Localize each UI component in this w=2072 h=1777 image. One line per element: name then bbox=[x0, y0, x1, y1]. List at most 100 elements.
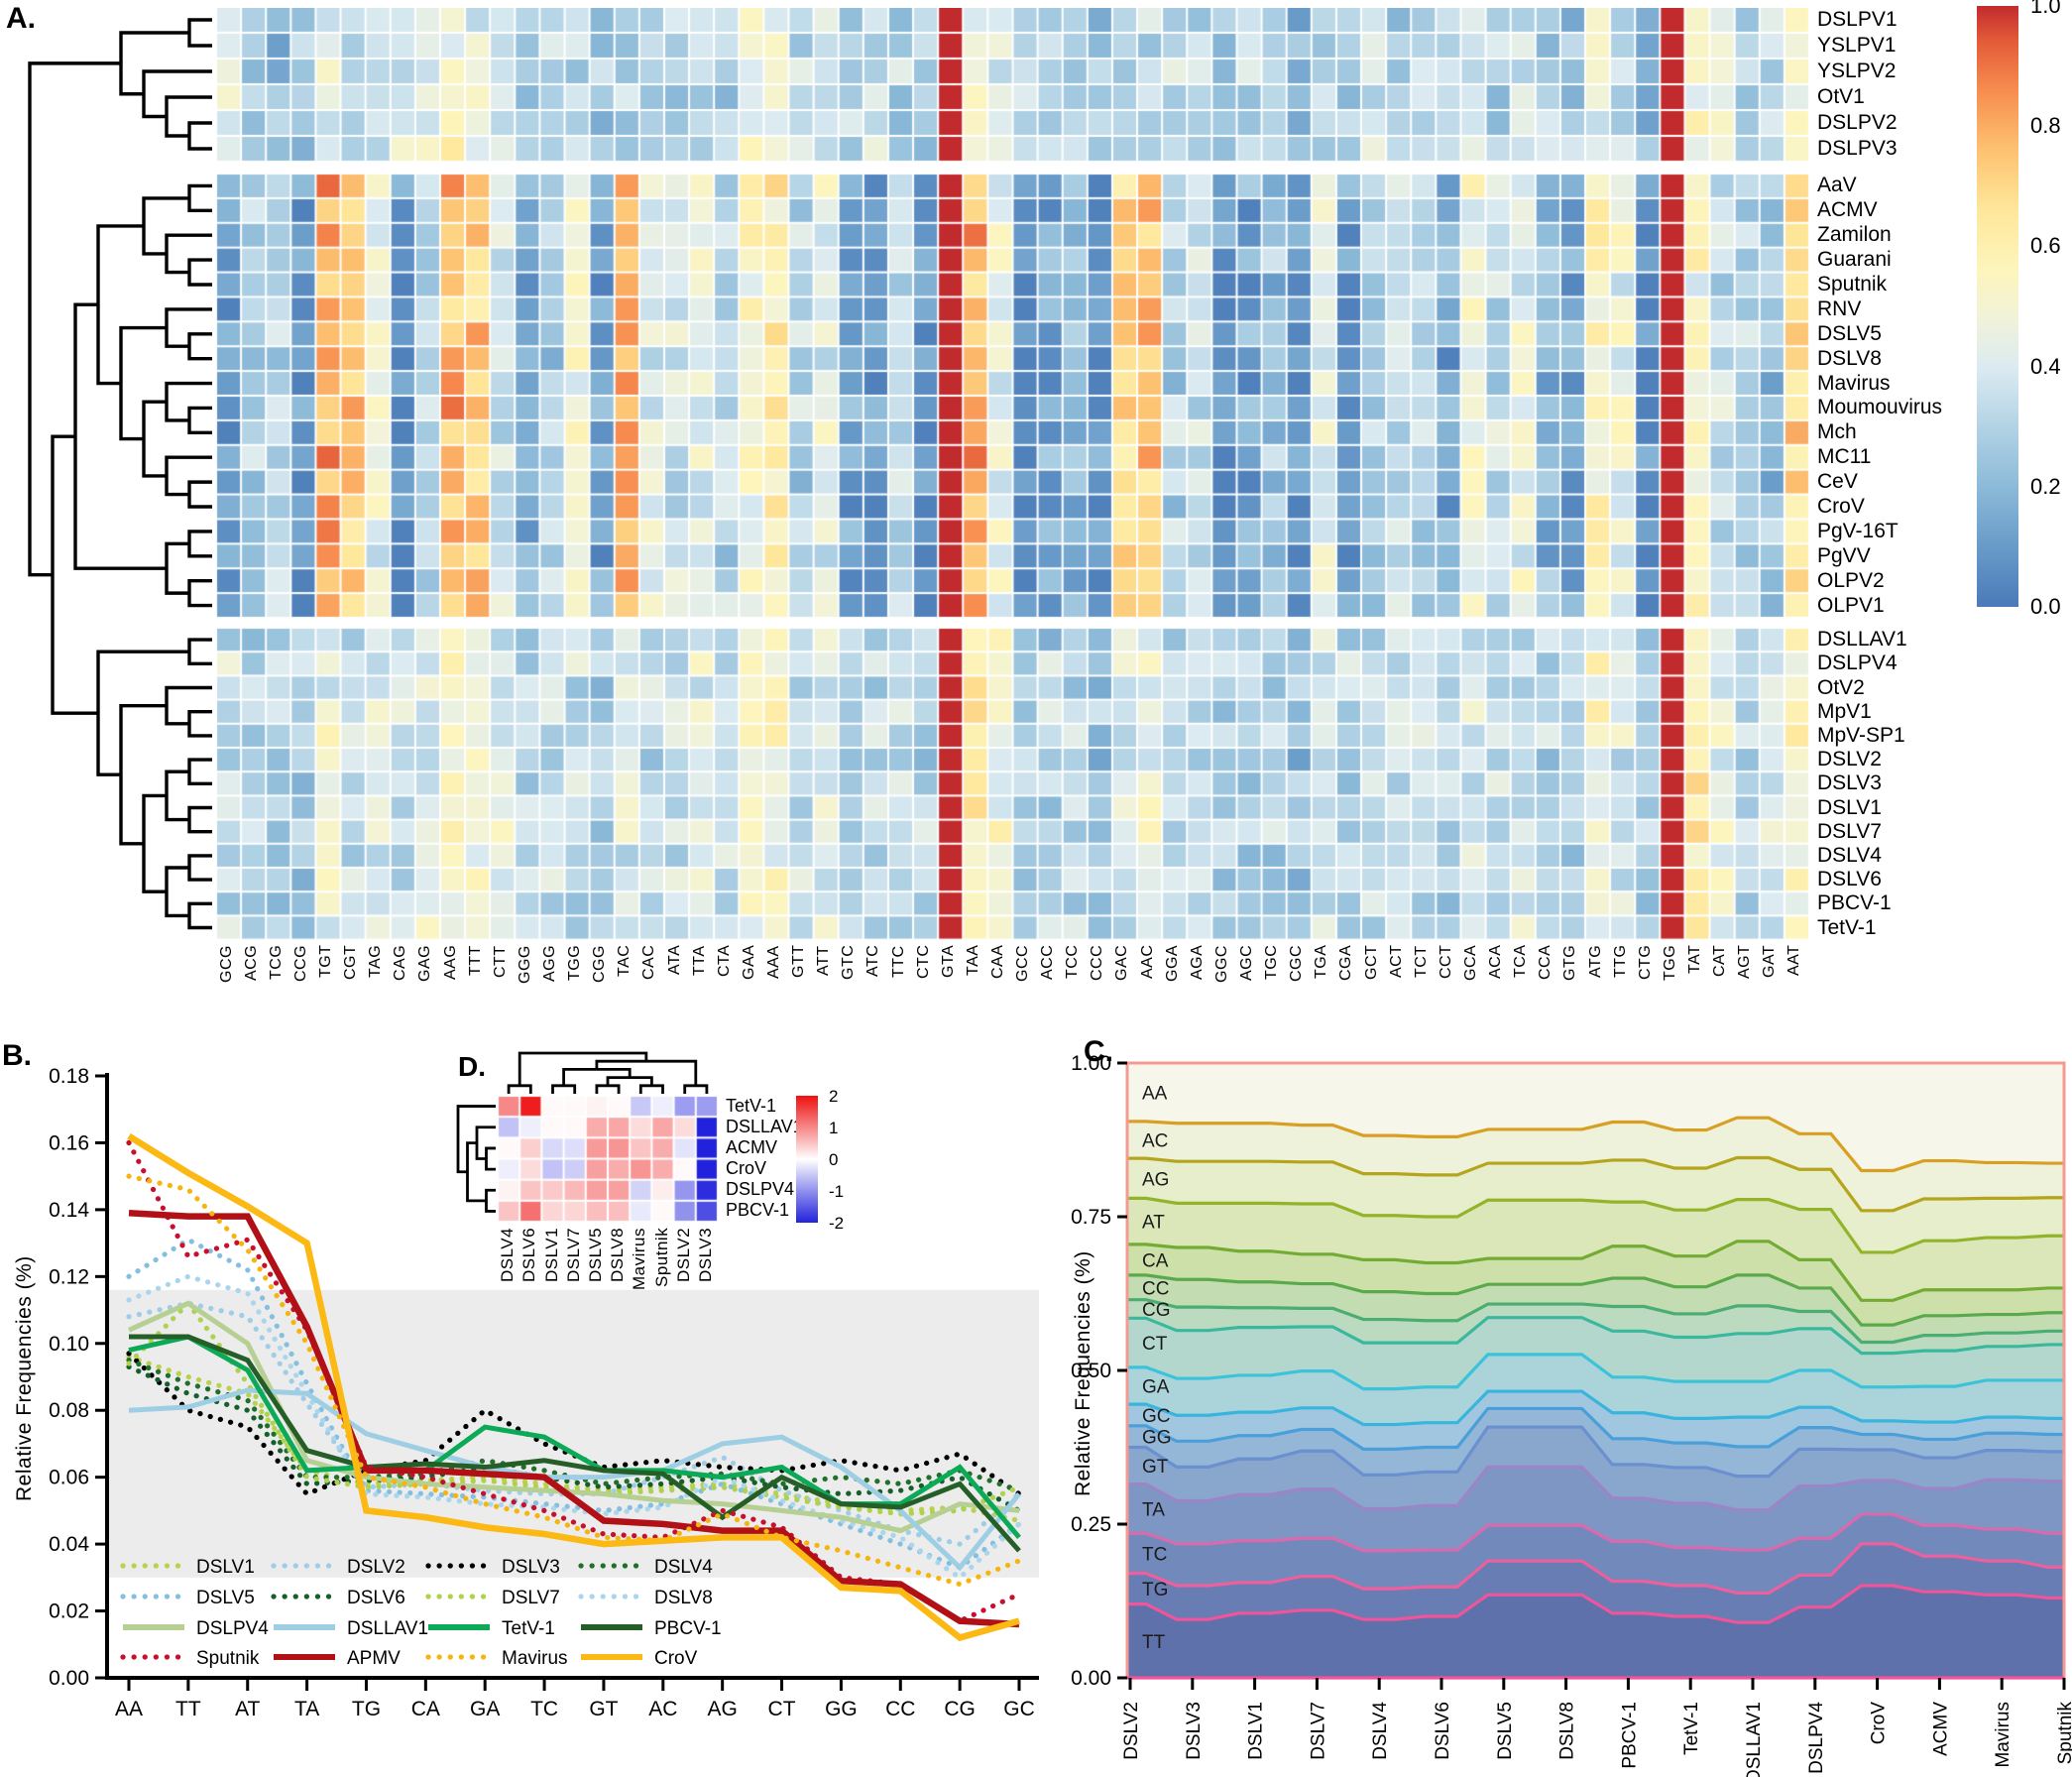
b-y-tick-label: 0.08 bbox=[49, 1399, 89, 1422]
heatmap-column-label: TGG bbox=[566, 945, 584, 982]
legend-label-DSLV4: DSLV4 bbox=[654, 1557, 713, 1578]
heatmap-row-label: YSLPV2 bbox=[1817, 59, 1897, 82]
band-label-GT: GT bbox=[1142, 1457, 1169, 1478]
heatmap-row-label: OtV2 bbox=[1817, 675, 1865, 699]
d-column-label: DSLV6 bbox=[519, 1228, 539, 1283]
heatmap-column-label: ATG bbox=[1586, 945, 1604, 979]
c-x-tick-label: DSLV1 bbox=[1246, 1702, 1267, 1760]
area-band-TC bbox=[1127, 1514, 2064, 1594]
band-line-GA bbox=[1127, 1353, 2064, 1391]
heatmap-column-label: ATC bbox=[864, 945, 882, 978]
band-label-TT: TT bbox=[1142, 1632, 1166, 1653]
heatmap-row-label: DSLV3 bbox=[1817, 771, 1882, 795]
series-DSLV5 bbox=[126, 1237, 1022, 1571]
band-label-AA: AA bbox=[1142, 1083, 1168, 1104]
b-y-tick-label: 0.00 bbox=[49, 1667, 89, 1690]
legend-label-DSLV8: DSLV8 bbox=[654, 1588, 713, 1608]
panel-b-label: B. bbox=[2, 1039, 32, 1072]
c-x-tick-label: DSLV6 bbox=[1433, 1702, 1453, 1760]
heatmap-row-label: OtV1 bbox=[1817, 85, 1865, 108]
colorbar-tick-label: 0.8 bbox=[2030, 113, 2061, 139]
panel-d-label: D. bbox=[458, 1051, 486, 1082]
area-band-AC bbox=[1127, 1118, 2064, 1211]
b-y-tick-label: 0.18 bbox=[49, 1065, 89, 1088]
colorbar-tick-label: 0.6 bbox=[2030, 233, 2061, 259]
panel-a-label: A. bbox=[6, 2, 36, 35]
heatmap-row-label: PBCV-1 bbox=[1817, 891, 1892, 915]
heatmap-column-label: TGC bbox=[1263, 945, 1281, 981]
heatmap-row-label: DSLPV2 bbox=[1817, 111, 1898, 134]
panel-c-ylabel: Relative Frequencies (%) bbox=[1072, 1250, 1094, 1496]
c-x-tick-label: Sputnik bbox=[2055, 1702, 2072, 1765]
legend-label-PBCV-1: PBCV-1 bbox=[654, 1618, 722, 1639]
heatmap-row-label: Mch bbox=[1817, 420, 1857, 444]
heatmap-column-label: TGG bbox=[1661, 945, 1678, 982]
d-row-label: CroV bbox=[726, 1158, 767, 1179]
heatmap-row-label: DSLV2 bbox=[1817, 748, 1882, 771]
c-y-tick-label: 1.00 bbox=[1071, 1052, 1111, 1075]
d-column-label: Sputnik bbox=[651, 1228, 671, 1288]
heatmap-row-label: RNV bbox=[1817, 296, 1862, 320]
band-line-CT bbox=[1127, 1316, 2064, 1356]
b-x-tick-label: TT bbox=[175, 1698, 201, 1720]
series-DSLV8 bbox=[126, 1273, 1022, 1582]
heatmap-column-label: GTT bbox=[790, 945, 808, 979]
heatmap-column-label: TCG bbox=[267, 945, 285, 981]
heatmap-column-label: CGC bbox=[1288, 945, 1306, 983]
panel-a-colorbar bbox=[1977, 6, 2018, 607]
heatmap-column-label: CTC bbox=[914, 945, 932, 980]
panel-b-ylabel: Relative Frequencies (%) bbox=[13, 1255, 36, 1501]
heatmap-column-label: AGG bbox=[540, 945, 558, 983]
d-row-label: TetV-1 bbox=[726, 1095, 777, 1116]
legend-label-DSLV5: DSLV5 bbox=[196, 1588, 255, 1608]
heatmap-column-label: GTG bbox=[1561, 945, 1579, 982]
b-x-tick-label: TG bbox=[352, 1698, 381, 1720]
band-label-CT: CT bbox=[1142, 1334, 1168, 1355]
dinucleotide-line-chart: 0.00 0.02 0.04 0.06 0.08 0.10 0.12 0.14 0.16 0.18… bbox=[49, 1051, 1039, 1720]
d-column-label: DSLV8 bbox=[608, 1228, 628, 1283]
colorbar-tick-label: 0.0 bbox=[2030, 594, 2061, 619]
heatmap-column-label: CAT bbox=[1711, 945, 1729, 978]
heatmap-row-label: PgV-16T bbox=[1817, 519, 1899, 542]
band-label-GG: GG bbox=[1142, 1428, 1172, 1449]
colorbar-tick-label: 0.4 bbox=[2030, 353, 2061, 379]
b-x-tick-label: GA bbox=[470, 1698, 500, 1720]
d-row-label: DSLLAV1 bbox=[726, 1116, 803, 1136]
heatmap-column-label: CCC bbox=[1089, 945, 1106, 982]
band-line-CA bbox=[1127, 1240, 2064, 1302]
heatmap-column-label: GCT bbox=[1362, 945, 1380, 981]
panel-a-row-dendrogram bbox=[28, 18, 212, 930]
c-x-tick-label: DSLV7 bbox=[1308, 1702, 1328, 1760]
legend-label-APMV: APMV bbox=[347, 1648, 401, 1669]
heatmap-column-label: AGC bbox=[1238, 945, 1256, 982]
band-line-TC bbox=[1127, 1512, 2064, 1553]
d-colorbar-tick-label: 2 bbox=[829, 1087, 839, 1106]
heatmap-column-label: TTC bbox=[889, 945, 907, 978]
heatmap-row-label: MC11 bbox=[1817, 445, 1872, 469]
c-x-tick-label: DSLV5 bbox=[1495, 1702, 1516, 1760]
series-DSLV6 bbox=[126, 1363, 1022, 1513]
c-x-tick-label: DSLV3 bbox=[1184, 1702, 1205, 1760]
series-CroV bbox=[127, 1132, 1020, 1642]
b-y-tick-label: 0.06 bbox=[49, 1467, 89, 1489]
c-x-tick-label: DSLV2 bbox=[1121, 1702, 1142, 1760]
b-x-tick-label: AG bbox=[707, 1698, 737, 1720]
d-colorbar-tick-label: 0 bbox=[829, 1150, 839, 1169]
heatmap-row-label: DSLLAV1 bbox=[1817, 628, 1907, 652]
b-x-tick-label: GT bbox=[589, 1698, 618, 1720]
heatmap-row-label: DSLV1 bbox=[1817, 795, 1882, 819]
heatmap-column-label: CGA bbox=[1337, 945, 1355, 982]
legend-label-CroV: CroV bbox=[654, 1648, 698, 1669]
d-column-label: DSLV5 bbox=[585, 1228, 605, 1283]
legend-label-DSLV6: DSLV6 bbox=[347, 1588, 405, 1608]
heatmap-row-label: DSLPV3 bbox=[1817, 137, 1898, 160]
heatmap-column-label: AAC bbox=[1138, 945, 1156, 980]
legend-label-DSLLAV1: DSLLAV1 bbox=[347, 1618, 428, 1639]
c-x-tick-label: DSLV4 bbox=[1370, 1702, 1391, 1760]
d-colorbar-tick-label: -1 bbox=[829, 1182, 845, 1201]
c-x-tick-label: DSLV8 bbox=[1557, 1702, 1578, 1760]
c-x-tick-label: Mavirus bbox=[1993, 1702, 2014, 1768]
heatmap-column-label: CCG bbox=[291, 945, 309, 983]
heatmap-column-label: AGA bbox=[1188, 945, 1206, 981]
